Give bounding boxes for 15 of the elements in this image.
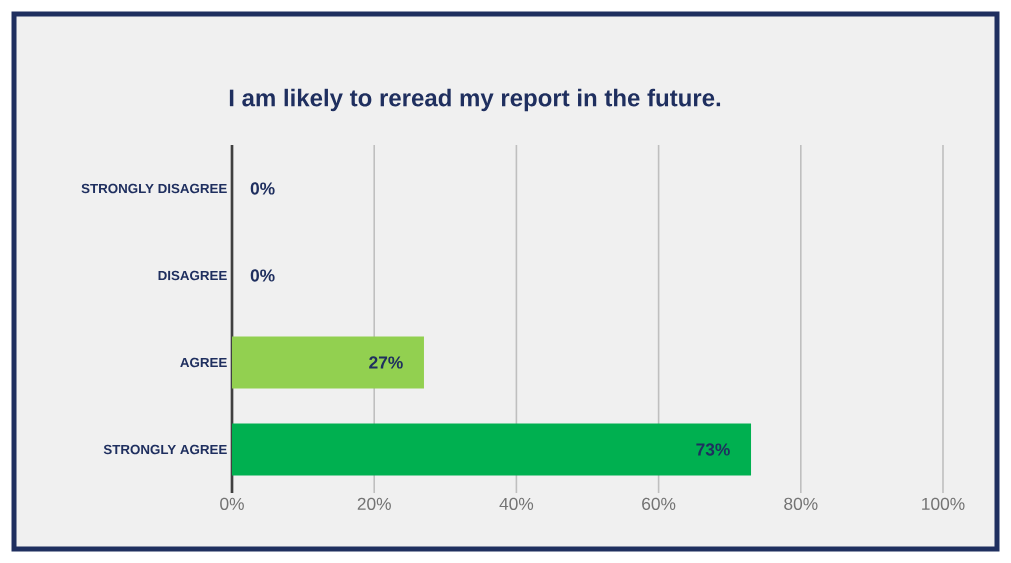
x-tick-label: 80% — [784, 497, 818, 510]
data-label: 73% — [696, 443, 730, 456]
data-label: 27% — [369, 356, 403, 369]
y-tick-label: STRONGLY AGREE — [103, 444, 227, 455]
y-tick-label: STRONGLY DISAGREE — [81, 183, 227, 194]
y-tick-label: DISAGREE — [158, 270, 227, 281]
x-tick-label: 40% — [499, 497, 534, 510]
x-tick-label: 60% — [642, 497, 676, 510]
data-label: 0% — [250, 269, 275, 282]
x-tick-label: 0% — [220, 497, 244, 510]
chart-title: I am likely to reread my report in the future. — [229, 88, 721, 112]
data-label: 0% — [250, 182, 275, 195]
x-tick-label: 20% — [357, 497, 391, 510]
x-tick-label: 100% — [922, 497, 965, 510]
y-tick-label: AGREE — [180, 357, 227, 368]
